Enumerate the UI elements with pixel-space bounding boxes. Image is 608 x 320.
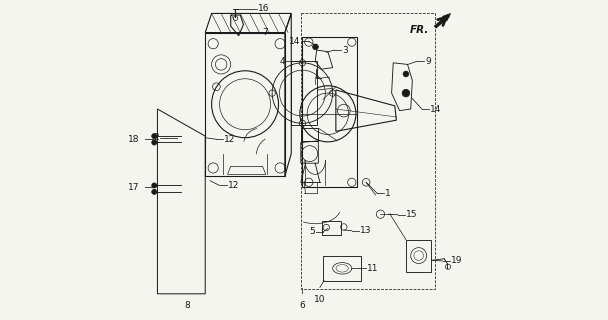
Text: 5: 5 — [309, 227, 315, 236]
Text: 15: 15 — [406, 210, 418, 219]
Text: 12: 12 — [227, 181, 239, 190]
Text: 7: 7 — [263, 28, 268, 37]
Text: 17: 17 — [128, 183, 140, 192]
Text: 1: 1 — [385, 189, 391, 198]
Text: 12: 12 — [224, 135, 236, 144]
Text: 18: 18 — [128, 135, 140, 144]
Polygon shape — [443, 13, 451, 21]
Text: 8: 8 — [184, 301, 190, 310]
Text: 13: 13 — [360, 226, 371, 235]
Circle shape — [152, 189, 157, 195]
Circle shape — [152, 133, 157, 139]
Circle shape — [152, 183, 157, 188]
Text: 10: 10 — [314, 295, 326, 304]
Text: 16: 16 — [258, 4, 269, 13]
Text: 2: 2 — [153, 133, 159, 142]
Text: FR.: FR. — [410, 25, 429, 35]
Text: 14: 14 — [289, 37, 301, 46]
Text: 9: 9 — [425, 57, 431, 66]
Text: 4: 4 — [279, 57, 285, 66]
Text: 11: 11 — [367, 264, 378, 273]
Circle shape — [402, 89, 410, 97]
Text: 19: 19 — [451, 257, 462, 266]
Text: 6: 6 — [300, 301, 305, 310]
Text: 14: 14 — [430, 105, 441, 114]
Circle shape — [313, 44, 319, 50]
Circle shape — [403, 71, 409, 77]
Text: 3: 3 — [342, 45, 348, 55]
Circle shape — [152, 140, 157, 145]
